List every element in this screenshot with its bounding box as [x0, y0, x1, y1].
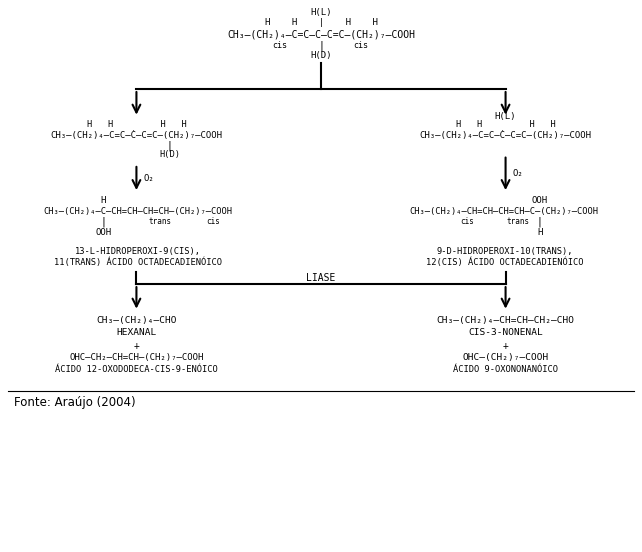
Text: CH₃–(CH₂)₄–CH=CH–CH=CH–C–(CH₂)₇–COOH: CH₃–(CH₂)₄–CH=CH–CH=CH–C–(CH₂)₇–COOH	[410, 207, 599, 216]
Text: CH₃–(CH₂)₄–CHO: CH₃–(CH₂)₄–CHO	[96, 316, 177, 325]
Text: |: |	[166, 141, 173, 151]
Text: 11(TRANS) ÁCIDO OCTADECADIENÓICO: 11(TRANS) ÁCIDO OCTADECADIENÓICO	[54, 258, 221, 267]
Text: H(D): H(D)	[159, 150, 180, 159]
Text: O₂: O₂	[513, 169, 524, 178]
Text: |: |	[537, 216, 543, 227]
Text: cis: cis	[272, 41, 287, 50]
Text: H: H	[101, 196, 106, 205]
Text: H   H         H   H: H H H H	[456, 120, 555, 129]
Text: HEXANAL: HEXANAL	[116, 328, 157, 337]
Text: LIASE: LIASE	[306, 273, 336, 283]
Text: trans: trans	[148, 217, 171, 226]
Text: O₂: O₂	[144, 174, 155, 183]
Text: Fonte: Araújo (2004): Fonte: Araújo (2004)	[14, 396, 136, 409]
Text: CH₃–(CH₂)₄–C=C–C–C=C–(CH₂)₇–COOH: CH₃–(CH₂)₄–C=C–C–C=C–(CH₂)₇–COOH	[227, 29, 415, 40]
Text: 13-L-HIDROPEROXI-9(CIS),: 13-L-HIDROPEROXI-9(CIS),	[74, 247, 201, 256]
Text: CIS-3-NONENAL: CIS-3-NONENAL	[468, 328, 543, 337]
Text: OHC–CH₂–CH=CH–(CH₂)₇–COOH: OHC–CH₂–CH=CH–(CH₂)₇–COOH	[69, 353, 204, 363]
Text: 9-D-HIDROPEROXI-10(TRANS),: 9-D-HIDROPEROXI-10(TRANS),	[436, 247, 573, 256]
Text: H    H    |    H    H: H H | H H	[265, 19, 377, 28]
Text: CH₃–(CH₂)₄–C–CH=CH–CH=CH–(CH₂)₇–COOH: CH₃–(CH₂)₄–C–CH=CH–CH=CH–(CH₂)₇–COOH	[43, 207, 232, 216]
Text: H(D): H(D)	[310, 51, 332, 60]
Text: H   H         H   H: H H H H	[87, 120, 186, 129]
Text: CH₃–(CH₂)₄–C=C–Ċ–C=C–(CH₂)₇–COOH: CH₃–(CH₂)₄–C=C–Ċ–C=C–(CH₂)₇–COOH	[420, 131, 591, 140]
Text: cis: cis	[353, 41, 368, 50]
Text: 12(CIS) ÁCIDO OCTADECADIENÓICO: 12(CIS) ÁCIDO OCTADECADIENÓICO	[426, 258, 583, 267]
Text: +: +	[134, 341, 139, 351]
Text: CH₃–(CH₂)₄–C=C–Ċ–C=C–(CH₂)₇–COOH: CH₃–(CH₂)₄–C=C–Ċ–C=C–(CH₂)₇–COOH	[51, 131, 222, 140]
Text: +: +	[503, 341, 508, 351]
Text: ÁCIDO 9-OXONONANÓICO: ÁCIDO 9-OXONONANÓICO	[453, 365, 558, 374]
Text: H(L): H(L)	[495, 112, 516, 121]
Text: trans: trans	[507, 217, 530, 226]
Text: OHC–(CH₂)₇–COOH: OHC–(CH₂)₇–COOH	[462, 353, 549, 363]
Text: OOH: OOH	[95, 228, 112, 237]
Text: |: |	[318, 40, 324, 51]
Text: CH₃–(CH₂)₄–CH=CH–CH₂–CHO: CH₃–(CH₂)₄–CH=CH–CH₂–CHO	[437, 316, 575, 325]
Text: |: |	[100, 216, 107, 227]
Text: ÁCIDO 12-OXODODECA-CIS-9-ENÓICO: ÁCIDO 12-OXODODECA-CIS-9-ENÓICO	[55, 365, 218, 374]
Text: OOH: OOH	[532, 196, 548, 205]
Text: cis: cis	[206, 217, 220, 226]
Text: H(L): H(L)	[310, 8, 332, 17]
Text: cis: cis	[460, 217, 474, 226]
Text: H: H	[537, 228, 542, 237]
